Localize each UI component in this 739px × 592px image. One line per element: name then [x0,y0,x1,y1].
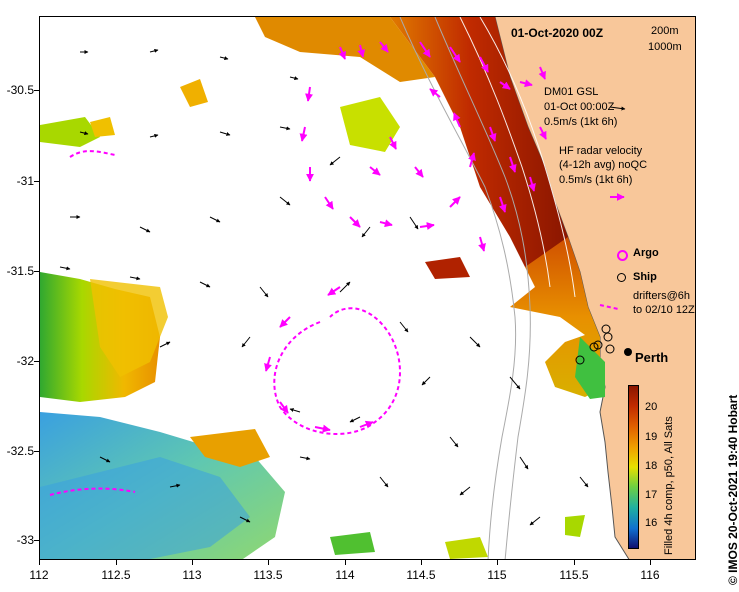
radar-title: HF radar velocity [559,145,643,157]
radar-subtitle: (4-12h avg) noQC [559,159,648,171]
colorbar-tick: 19 [645,431,658,443]
lon-tick: 113.5 [253,568,283,582]
argo-icon [617,250,628,261]
lon-tick: 114 [335,568,355,582]
isobath-200: 200m [651,25,679,37]
map-canvas [40,17,695,559]
lat-tick: -32 [16,354,34,368]
lon-tick: 115.5 [559,568,589,582]
ship-label: Ship [633,271,657,283]
lon-tick: 112 [29,568,49,582]
lon-tick: 116 [640,568,660,582]
glider-label: DM01 GSL [544,86,599,98]
colorbar-tick: 20 [645,401,658,413]
radar-scale: 0.5m/s (1kt 6h) [559,174,633,186]
perth-marker [624,348,632,356]
isobath-1000: 1000m [648,41,682,53]
lat-tick: -30.5 [6,83,34,97]
colorbar-tick: 16 [645,517,658,529]
glider-scale: 0.5m/s (1kt 6h) [544,116,618,128]
drifters-line2: to 02/10 12Z [633,304,695,316]
lon-tick: 112.5 [101,568,131,582]
glider-time: 01-Oct 00:00Z [544,101,615,113]
colorbar-tick: 18 [645,460,658,472]
drifters-line1: drifters@6h [633,290,691,302]
lon-tick: 113 [182,568,202,582]
argo-label: Argo [633,247,659,259]
credit-text: © IMOS 20-Oct-2021 19:40 Hobart [726,394,739,585]
lon-tick: 115 [487,568,507,582]
colorbar-tick: 17 [645,489,658,501]
lon-tick: 114.5 [406,568,436,582]
drifter-tracks [49,150,619,496]
lat-tick: -33 [16,533,34,547]
ship-icon [617,273,626,282]
sst-warm-current [390,17,568,267]
colorbar [628,385,639,549]
lat-tick: -32.5 [6,444,34,458]
hf-radar-vectors [264,41,625,433]
colorbar-title: Filled 4h comp, p50, All Sats [663,416,675,555]
ship-markers [575,324,615,365]
glider-vectors [59,48,626,526]
sst-map[interactable]: 01-Oct-2020 00Z 200m 1000m DM01 GSL 01-O… [39,16,696,560]
lat-tick: -31 [16,174,34,188]
date-title: 01-Oct-2020 00Z [511,26,604,40]
city-label: Perth [635,350,669,365]
land-mass [495,17,695,559]
lat-tick: -31.5 [6,264,34,278]
